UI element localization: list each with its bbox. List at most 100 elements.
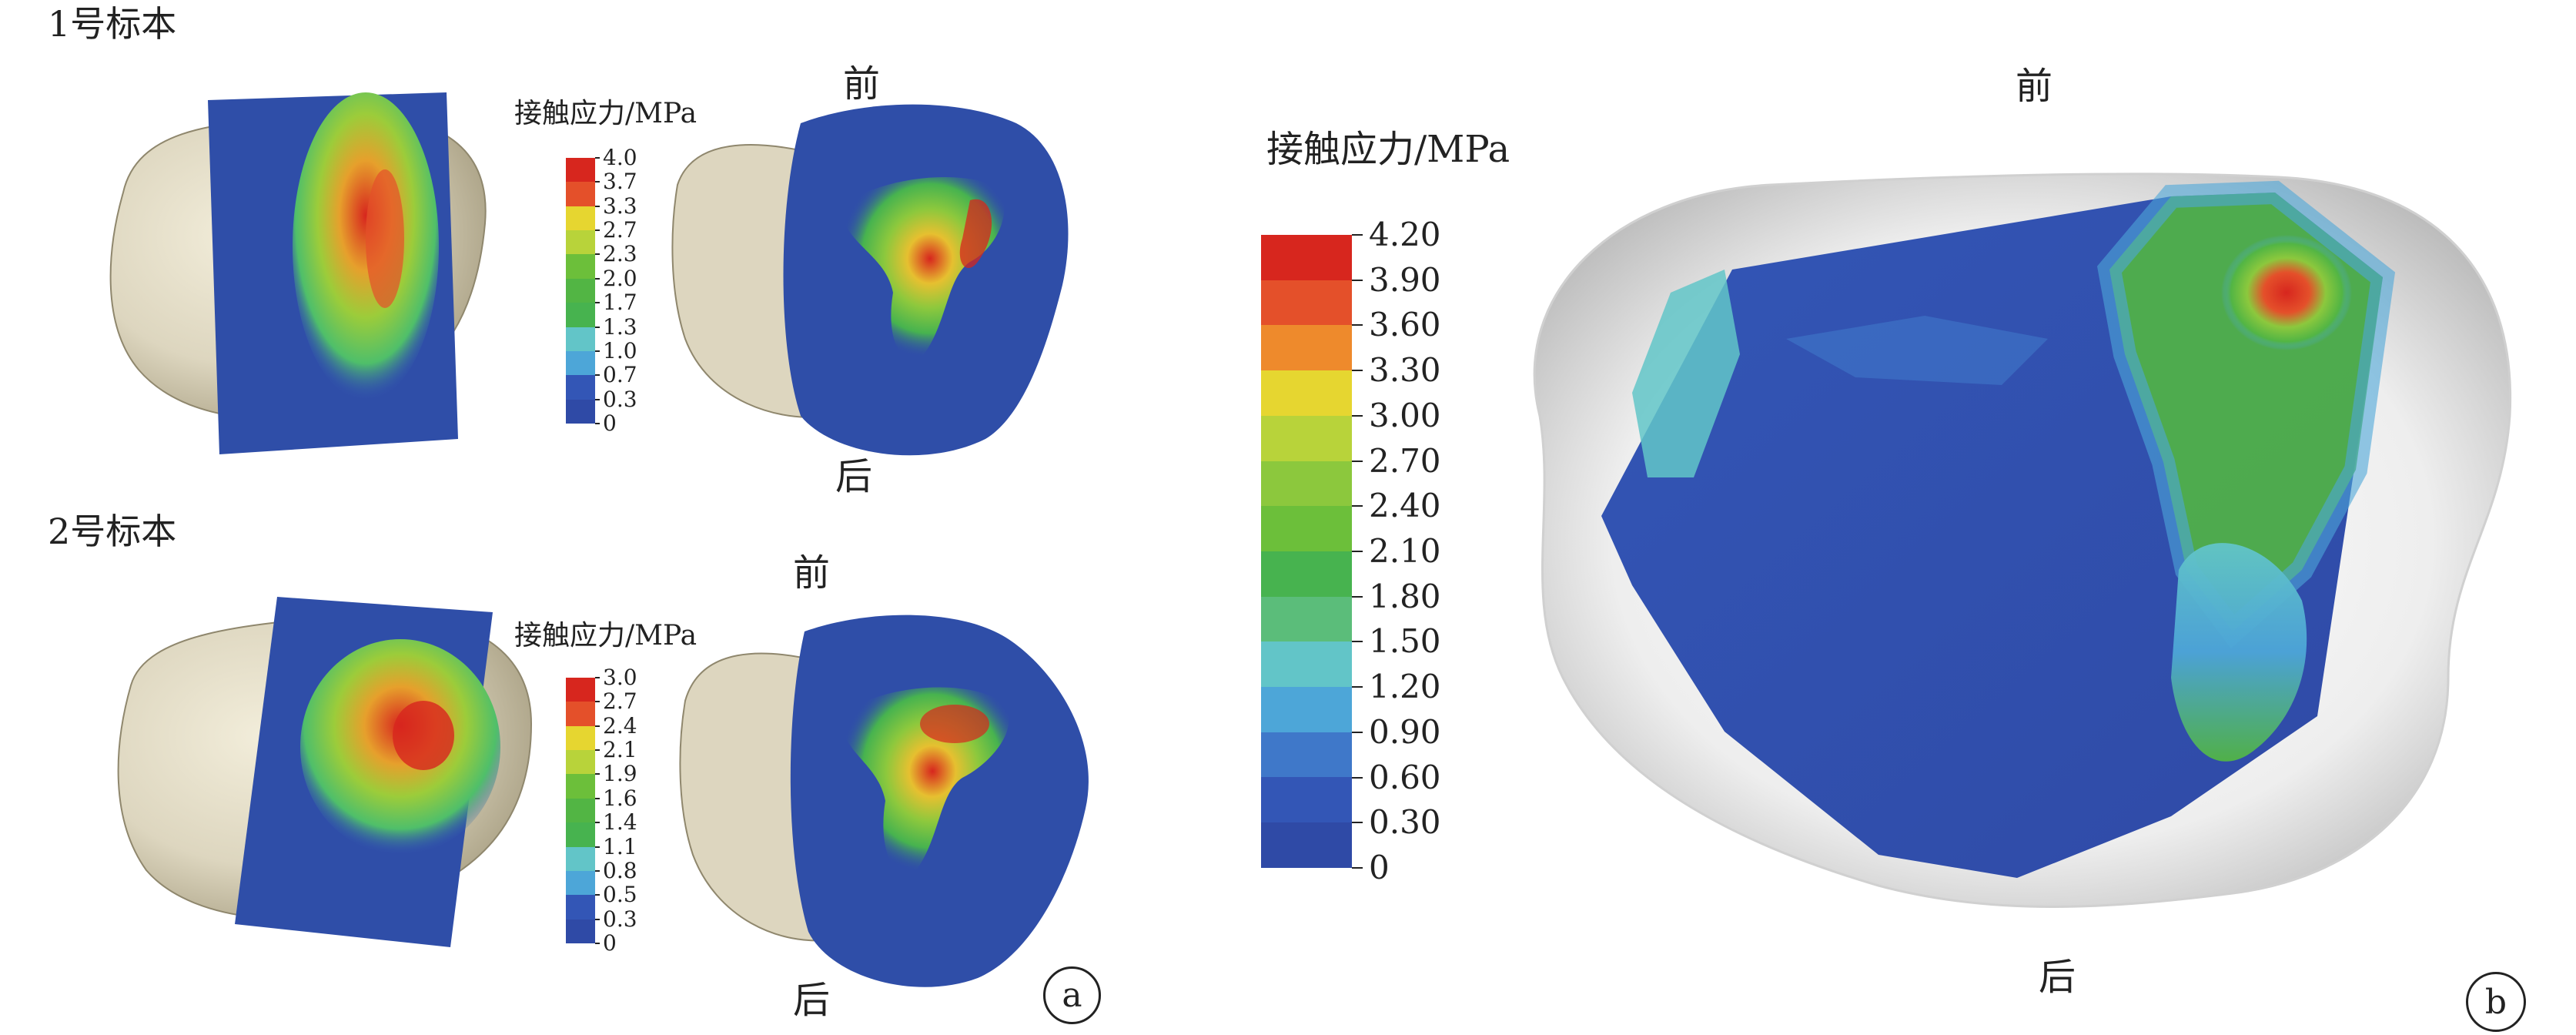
colorbar-tick-label: 0.7 — [603, 362, 637, 388]
colorbar-band — [566, 375, 595, 400]
colorbar-tick-label: 0.90 — [1369, 712, 1441, 751]
colorbar-tick-mark — [1352, 414, 1363, 417]
colorbar-band — [566, 399, 595, 424]
colorbar-tick-mark — [595, 157, 600, 159]
colorbar-tick-mark — [1352, 460, 1363, 462]
colorbar-band — [566, 182, 595, 206]
colorbar-tick-label: 2.7 — [603, 688, 637, 715]
colorbar-band — [566, 254, 595, 279]
colorbar-tick-mark — [595, 701, 600, 703]
colorbar-tick-mark — [595, 846, 600, 848]
colorbar-tick-label: 0.3 — [603, 386, 637, 412]
colorbar-tick-mark — [1352, 641, 1363, 643]
specimen-2-back-label: 后 — [793, 979, 831, 1022]
colorbar-band — [566, 798, 595, 823]
specimen-1-legend-title: 接触应力/MPa — [514, 98, 698, 129]
colorbar-tick-mark — [595, 749, 600, 752]
colorbar-tick-mark — [1352, 234, 1363, 236]
colorbar-tick-mark — [595, 869, 600, 872]
colorbar-tick-mark — [595, 350, 600, 352]
specimen-2-title: 2号标本 — [48, 511, 177, 552]
colorbar-tick-mark — [595, 894, 600, 896]
colorbar-tick-mark — [1352, 595, 1363, 598]
colorbar-tick-mark — [595, 918, 600, 920]
colorbar-tick-mark — [1352, 776, 1363, 779]
colorbar-band — [1261, 370, 1352, 416]
colorbar-tick-mark — [595, 277, 600, 280]
colorbar-band — [566, 327, 595, 351]
colorbar-tick-label: 1.1 — [603, 833, 637, 859]
colorbar-tick-mark — [1352, 505, 1363, 507]
colorbar-tick-mark — [1352, 370, 1363, 372]
colorbar-tick-mark — [1352, 551, 1363, 552]
colorbar-band — [1261, 687, 1352, 732]
colorbar-tick-label: 0 — [1369, 849, 1390, 886]
colorbar-tick-label: 0 — [603, 930, 617, 956]
colorbar-band — [1261, 325, 1352, 371]
specimen-2-front-label: 前 — [793, 551, 831, 595]
colorbar-tick-label: 2.1 — [603, 737, 637, 763]
colorbar-band — [1261, 415, 1352, 461]
colorbar-tick-label: 1.3 — [603, 313, 637, 340]
colorbar-tick-mark — [595, 253, 600, 256]
specimen-1-colorbar — [566, 158, 595, 424]
colorbar-tick-label: 3.0 — [603, 665, 637, 690]
colorbar-tick-label: 2.3 — [603, 241, 637, 267]
colorbar-band — [566, 702, 595, 726]
colorbar-band — [566, 278, 595, 303]
colorbar-tick-label: 1.50 — [1369, 622, 1441, 661]
colorbar-band — [1261, 641, 1352, 688]
colorbar-tick-mark — [1352, 279, 1363, 281]
specimen-2-top-view — [679, 615, 1089, 987]
colorbar-band — [566, 350, 595, 376]
colorbar-tick-mark — [595, 326, 600, 328]
colorbar-tick-label: 0.60 — [1369, 758, 1441, 796]
colorbar-tick-label: 1.4 — [603, 809, 637, 836]
colorbar-tick-mark — [595, 181, 600, 183]
colorbar-tick-label: 3.00 — [1369, 396, 1441, 434]
colorbar-band — [566, 158, 595, 183]
specimen-1-back-label: 后 — [835, 455, 873, 498]
colorbar-tick-label: 2.10 — [1369, 532, 1441, 570]
panel-b-top-view — [1533, 172, 2512, 908]
colorbar-tick-label: 1.20 — [1369, 668, 1441, 706]
colorbar-band — [1261, 506, 1352, 551]
colorbar-tick-label: 2.7 — [603, 217, 637, 243]
colorbar-tick-label: 3.60 — [1369, 306, 1441, 344]
colorbar-tick-label: 3.3 — [603, 193, 637, 219]
colorbar-band — [1261, 461, 1352, 507]
colorbar-band — [1261, 732, 1352, 778]
colorbar-tick-label: 1.9 — [603, 761, 637, 787]
colorbar-tick-mark — [595, 229, 600, 232]
specimen-1-lateral-view — [109, 92, 487, 454]
colorbar-tick-label: 0.3 — [603, 906, 637, 932]
colorbar-tick-mark — [595, 205, 600, 207]
colorbar-tick-mark — [1352, 822, 1363, 824]
panel-b-colorbar — [1261, 235, 1352, 868]
colorbar-band — [566, 895, 595, 919]
colorbar-tick-mark — [1352, 324, 1363, 327]
colorbar-tick-mark — [595, 423, 600, 424]
colorbar-tick-mark — [595, 773, 600, 775]
colorbar-band — [1261, 777, 1352, 823]
colorbar-tick-mark — [1352, 867, 1363, 869]
colorbar-tick-mark — [595, 943, 600, 944]
colorbar-tick-label: 2.4 — [603, 712, 637, 739]
colorbar-tick-mark — [1352, 731, 1363, 733]
colorbar-band — [566, 678, 595, 702]
colorbar-band — [566, 230, 595, 255]
panel-b-circle-label: b — [2466, 972, 2526, 1032]
colorbar-tick-label: 1.80 — [1369, 577, 1441, 615]
colorbar-band — [566, 846, 595, 871]
colorbar-tick-mark — [595, 797, 600, 799]
colorbar-tick-label: 0.5 — [603, 882, 637, 908]
colorbar-tick-label: 1.7 — [603, 290, 637, 316]
colorbar-tick-mark — [595, 677, 600, 678]
colorbar-tick-label: 0 — [603, 410, 617, 436]
colorbar-band — [566, 750, 595, 775]
specimen-2-colorbar — [566, 678, 595, 943]
panel-b-legend-title: 接触应力/MPa — [1266, 128, 1510, 171]
specimen-1-front-label: 前 — [843, 62, 881, 106]
specimen-1-top-view — [671, 104, 1069, 456]
panel-b-back-label: 后 — [2039, 956, 2076, 999]
